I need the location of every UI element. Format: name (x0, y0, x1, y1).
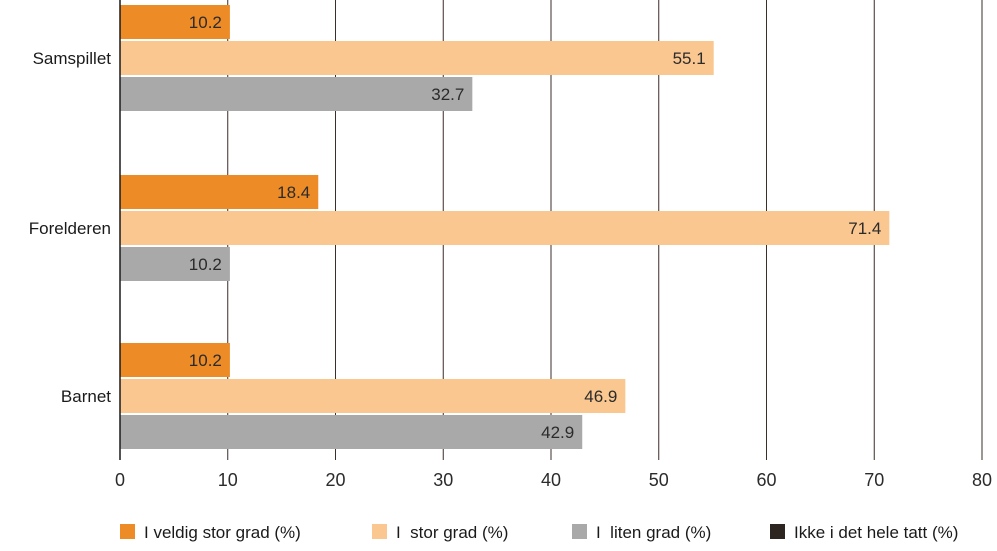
value-label: 10.2 (189, 13, 222, 32)
legend-label-1: I stor grad (%) (396, 523, 508, 542)
value-label: 46.9 (584, 387, 617, 406)
legend-label-3: Ikke i det hele tatt (%) (794, 523, 958, 542)
value-label: 71.4 (848, 219, 881, 238)
x-tick-label: 0 (115, 470, 125, 490)
labels: 0 10 20 30 40 50 60 70 80 10.2 55.1 32.7 Samspillet 1… (29, 13, 992, 490)
value-label: 18.4 (277, 183, 310, 202)
x-tick-label: 30 (433, 470, 453, 490)
legend-swatch-1 (372, 524, 387, 539)
x-tick-label: 70 (864, 470, 884, 490)
x-tick-label: 20 (325, 470, 345, 490)
bar-barnet-series-0 (120, 343, 230, 377)
bar-samspillet-series-0 (120, 5, 230, 39)
x-tick-label: 60 (756, 470, 776, 490)
value-label: 10.2 (189, 255, 222, 274)
x-tick-label: 40 (541, 470, 561, 490)
value-label: 42.9 (541, 423, 574, 442)
legend-swatch-3 (770, 524, 785, 539)
bar-barnet-series-1 (120, 379, 626, 413)
legend: I veldig stor grad (%) I stor grad (%) I l… (120, 523, 958, 542)
x-tick-label: 50 (649, 470, 669, 490)
value-label: 55.1 (673, 49, 706, 68)
legend-swatch-0 (120, 524, 135, 539)
x-tick-label: 10 (218, 470, 238, 490)
value-label: 10.2 (189, 351, 222, 370)
bar-barnet-series-2 (120, 415, 583, 449)
value-label: 32.7 (431, 85, 464, 104)
bar-forelderen-series-1 (120, 211, 890, 245)
bar-forelderen-series-2 (120, 247, 230, 281)
category-label-samspillet: Samspillet (33, 49, 112, 68)
bar-forelderen-series-0 (120, 175, 319, 209)
legend-label-2: I liten grad (%) (596, 523, 711, 542)
bar-samspillet-series-2 (120, 77, 473, 111)
category-label-forelderen: Forelderen (29, 219, 111, 238)
legend-label-0: I veldig stor grad (%) (144, 523, 301, 542)
x-tick-label: 80 (972, 470, 992, 490)
bar-samspillet-series-1 (120, 41, 714, 75)
bars (120, 5, 890, 449)
legend-swatch-2 (572, 524, 587, 539)
category-label-barnet: Barnet (61, 387, 111, 406)
